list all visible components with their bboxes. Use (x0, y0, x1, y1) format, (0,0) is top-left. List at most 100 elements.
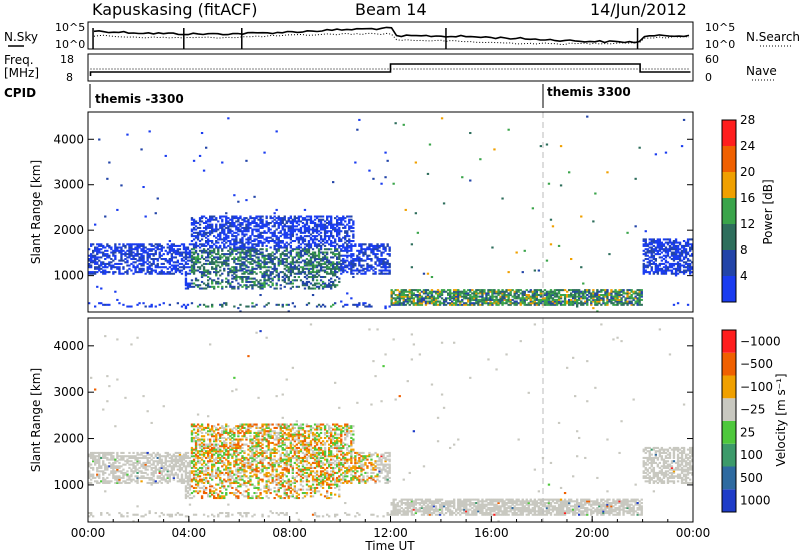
scatter-cell (269, 259, 272, 262)
scatter-cell (338, 238, 341, 241)
scatter-cell (336, 235, 339, 238)
scatter-cell (422, 290, 426, 293)
scatter-cell (114, 246, 117, 249)
scatter-cell (231, 280, 234, 283)
scatter-cell (360, 272, 363, 275)
scatter-cell (590, 300, 593, 303)
scatter-cell (420, 290, 424, 293)
scatter-cell (340, 264, 343, 267)
scatter-cell (207, 225, 210, 228)
scatter-cell (114, 475, 117, 478)
scatter-cell (174, 266, 178, 269)
scatter-cell (584, 292, 587, 295)
scatter-cell (281, 259, 284, 262)
scatter-cell (166, 473, 169, 476)
scatter-cell (96, 251, 99, 254)
scatter-cell (184, 271, 188, 274)
scatter-cell (94, 259, 97, 262)
scatter-cell (570, 292, 573, 295)
scatter-cell (198, 231, 202, 234)
scatter-cell (689, 272, 692, 275)
scatter-cell (263, 254, 266, 257)
scatter-cell (251, 230, 254, 233)
scatter-cell (344, 249, 347, 252)
scatter-cell (297, 271, 301, 274)
scatter-cell (233, 267, 236, 270)
scatter-cell (670, 271, 674, 274)
scatter-cell (152, 254, 155, 257)
scatter-cell (654, 259, 658, 262)
scatter-cell (366, 256, 369, 259)
scatter-cell (90, 244, 93, 247)
scatter-cell (118, 470, 121, 473)
scatter-cell (656, 271, 660, 274)
scatter-cell (176, 455, 180, 458)
scatter-cell (152, 473, 155, 476)
scatter-cell (487, 302, 490, 305)
scatter-cell (273, 262, 276, 265)
scatter-cell (112, 463, 115, 466)
scatter-cell (186, 480, 190, 483)
scatter-cell (118, 267, 121, 270)
scatter-cell (94, 266, 97, 269)
scatter-cell (289, 238, 293, 241)
scatter-cell (178, 478, 182, 481)
scatter-cell (674, 262, 678, 265)
scatter-cell (652, 241, 656, 244)
scatter-cell (299, 231, 303, 234)
scatter-cell (420, 302, 424, 305)
scatter-cell (672, 267, 676, 270)
scatter-cell (192, 272, 196, 275)
scatter-cell (646, 251, 649, 254)
scatter-cell (568, 295, 571, 298)
scatter-cell (624, 297, 627, 300)
scatter-cell (354, 243, 357, 246)
scatter-cell (658, 248, 662, 251)
scatter-cell (207, 285, 210, 288)
scatter-cell (198, 475, 202, 478)
scatter-cell (686, 251, 690, 254)
scatter-cell (96, 246, 99, 249)
scatter-cell (360, 259, 363, 262)
scatter-cell (134, 267, 137, 270)
scatter-cell (194, 461, 198, 464)
scatter-cell (354, 269, 357, 272)
scatter-cell (267, 274, 270, 277)
scatter-cell (142, 302, 145, 305)
scatter-cell (168, 453, 172, 456)
scatter-cell (313, 259, 317, 262)
scatter-cell (251, 272, 254, 275)
scatter-cell (689, 238, 692, 241)
scatter-cell (678, 248, 682, 251)
scatter-cell (194, 279, 198, 282)
scatter-cell (239, 240, 242, 243)
scatter-cell (299, 272, 303, 275)
scatter-cell (689, 254, 692, 257)
scatter-cell (144, 463, 147, 466)
scatter-cell (515, 300, 518, 303)
scatter-cell (239, 238, 242, 241)
scatter-cell (108, 246, 111, 249)
scatter-cell (418, 302, 422, 305)
scatter-cell (660, 267, 664, 270)
scatter-cell (102, 266, 105, 269)
scatter-cell (672, 244, 676, 247)
scatter-cell (509, 300, 512, 303)
scatter-cell (94, 455, 97, 458)
scatter-cell (499, 292, 502, 295)
scatter-cell (287, 277, 290, 280)
scatter-cell (116, 455, 119, 458)
scatter-cell (130, 463, 133, 466)
scatter-cell (170, 515, 174, 518)
scatter-cell (227, 220, 230, 223)
scatter-cell (459, 292, 462, 295)
scatter-cell (96, 451, 99, 454)
scatter-cell (239, 246, 242, 249)
scatter-cell (364, 248, 367, 251)
scatter-cell (138, 476, 141, 479)
scatter-cell (166, 470, 169, 473)
scatter-cell (323, 271, 327, 274)
scatter-cell (398, 290, 401, 293)
scatter-cell (114, 258, 117, 261)
scatter-cell (394, 303, 397, 306)
